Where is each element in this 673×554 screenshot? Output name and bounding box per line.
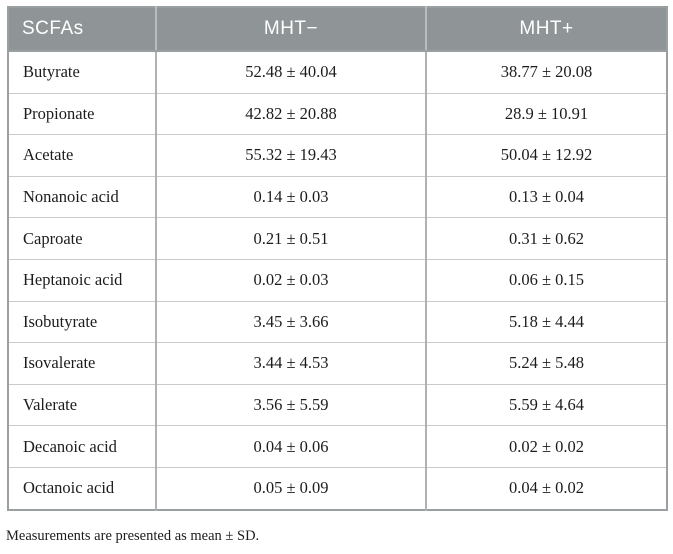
scfa-name-cell: Heptanoic acid	[8, 258, 156, 302]
value-cell: 0.02 ± 0.02	[425, 425, 667, 468]
table-row: Octanoic acid 0.05 ± 0.09 0.04 ± 0.02	[8, 466, 667, 510]
table-row: Decanoic acid 0.04 ± 0.06 0.02 ± 0.02	[8, 425, 667, 468]
table-body: Butyrate 52.48 ± 40.04 38.77 ± 20.08 Propio…	[8, 50, 667, 510]
table-row: Caproate 0.21 ± 0.51 0.31 ± 0.62	[8, 217, 667, 260]
scfa-name-cell: Valerate	[8, 383, 156, 426]
scfa-name-cell: Isobutyrate	[8, 300, 156, 343]
column-header-1: MHT−	[155, 7, 426, 52]
value-cell: 0.13 ± 0.04	[425, 175, 667, 218]
value-cell: 55.32 ± 19.43	[155, 134, 426, 177]
value-cell: 5.18 ± 4.44	[425, 300, 667, 343]
value-cell: 0.21 ± 0.51	[155, 217, 426, 260]
scfa-name-cell: Isovalerate	[8, 342, 156, 385]
table-row: Nonanoic acid 0.14 ± 0.03 0.13 ± 0.04	[8, 175, 667, 218]
scfa-name-cell: Caproate	[8, 217, 156, 260]
value-cell: 3.44 ± 4.53	[155, 342, 426, 385]
table-footnote: Measurements are presented as mean ± SD.	[6, 528, 260, 544]
value-cell: 0.02 ± 0.03	[155, 258, 426, 302]
value-cell: 0.04 ± 0.06	[155, 425, 426, 468]
value-cell: 0.14 ± 0.03	[155, 175, 426, 218]
value-cell: 28.9 ± 10.91	[425, 92, 667, 135]
column-header-0: SCFAs	[8, 7, 156, 52]
table-header-row: SCFAs MHT− MHT+	[8, 7, 667, 52]
table-row: Isobutyrate 3.45 ± 3.66 5.18 ± 4.44	[8, 300, 667, 343]
value-cell: 42.82 ± 20.88	[155, 92, 426, 135]
value-cell: 5.59 ± 4.64	[425, 383, 667, 426]
column-header-2: MHT+	[425, 7, 667, 52]
value-cell: 0.04 ± 0.02	[425, 466, 667, 510]
scfa-measurements-table: SCFAs MHT− MHT+ Butyrate 52.48 ± 40.04 38.77…	[7, 6, 668, 511]
scfa-name-cell: Decanoic acid	[8, 425, 156, 468]
table-row: Heptanoic acid 0.02 ± 0.03 0.06 ± 0.15	[8, 258, 667, 302]
value-cell: 3.56 ± 5.59	[155, 383, 426, 426]
value-cell: 5.24 ± 5.48	[425, 342, 667, 385]
table-row: Isovalerate 3.44 ± 4.53 5.24 ± 5.48	[8, 342, 667, 385]
value-cell: 52.48 ± 40.04	[155, 50, 426, 94]
scfa-name-cell: Nonanoic acid	[8, 175, 156, 218]
value-cell: 0.05 ± 0.09	[155, 466, 426, 510]
table-row: Propionate 42.82 ± 20.88 28.9 ± 10.91	[8, 92, 667, 135]
value-cell: 38.77 ± 20.08	[425, 50, 667, 94]
table-row: Butyrate 52.48 ± 40.04 38.77 ± 20.08	[8, 50, 667, 94]
scfa-name-cell: Acetate	[8, 134, 156, 177]
value-cell: 3.45 ± 3.66	[155, 300, 426, 343]
scfa-name-cell: Butyrate	[8, 50, 156, 94]
table-row: Valerate 3.56 ± 5.59 5.59 ± 4.64	[8, 383, 667, 426]
scfa-table-container: SCFAs MHT− MHT+ Butyrate 52.48 ± 40.04 38.77…	[7, 6, 668, 511]
value-cell: 50.04 ± 12.92	[425, 134, 667, 177]
table-row: Acetate 55.32 ± 19.43 50.04 ± 12.92	[8, 134, 667, 177]
scfa-name-cell: Octanoic acid	[8, 466, 156, 510]
value-cell: 0.06 ± 0.15	[425, 258, 667, 302]
value-cell: 0.31 ± 0.62	[425, 217, 667, 260]
scfa-name-cell: Propionate	[8, 92, 156, 135]
